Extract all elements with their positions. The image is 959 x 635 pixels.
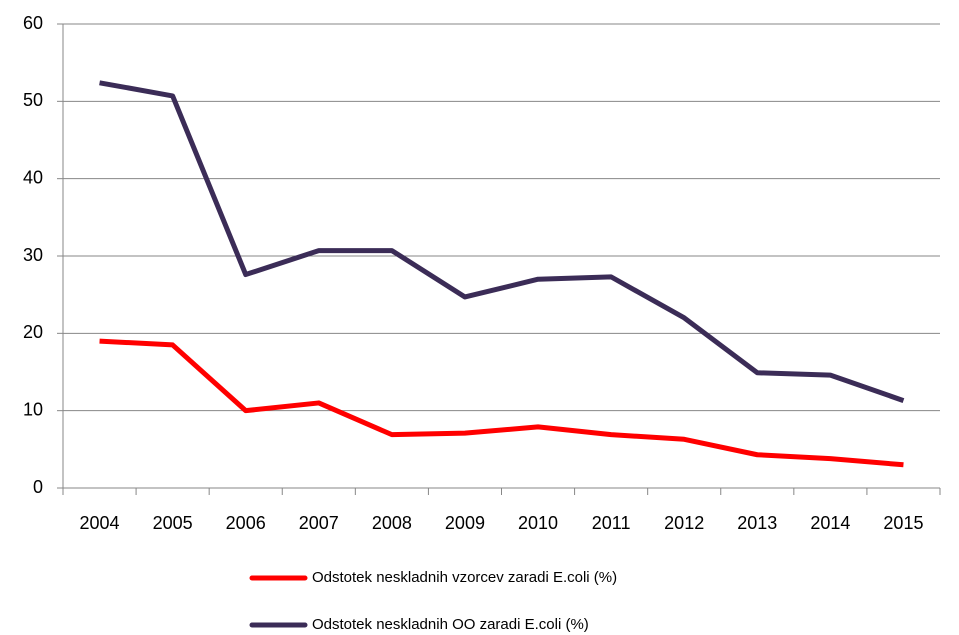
x-tick-label: 2006	[226, 513, 266, 533]
x-tick-label: 2011	[592, 513, 631, 533]
legend-label: Odstotek neskladnih vzorcev zaradi E.col…	[312, 569, 617, 586]
legend-label: Odstotek neskladnih OO zaradi E.coli (%)	[312, 616, 589, 633]
x-tick-label: 2010	[518, 513, 558, 533]
x-tick-label: 2005	[153, 513, 193, 533]
x-tick-label: 2008	[372, 513, 412, 533]
x-tick-label: 2015	[883, 513, 923, 533]
y-tick-label: 0	[33, 477, 43, 497]
x-tick-label: 2014	[810, 513, 850, 533]
y-tick-label: 60	[23, 13, 43, 33]
series-line	[99, 338, 904, 468]
x-tick-label: 2009	[445, 513, 485, 533]
y-tick-label: 20	[23, 322, 43, 342]
y-tick-label: 50	[23, 90, 43, 110]
y-tick-label: 40	[23, 167, 43, 187]
series-line	[99, 80, 905, 403]
x-tick-label: 2013	[737, 513, 777, 533]
x-tick-label: 2004	[80, 513, 120, 533]
x-tick-label: 2012	[664, 513, 704, 533]
y-tick-label: 30	[23, 245, 43, 265]
x-tick-label: 2007	[299, 513, 339, 533]
y-tick-label: 10	[23, 399, 43, 419]
